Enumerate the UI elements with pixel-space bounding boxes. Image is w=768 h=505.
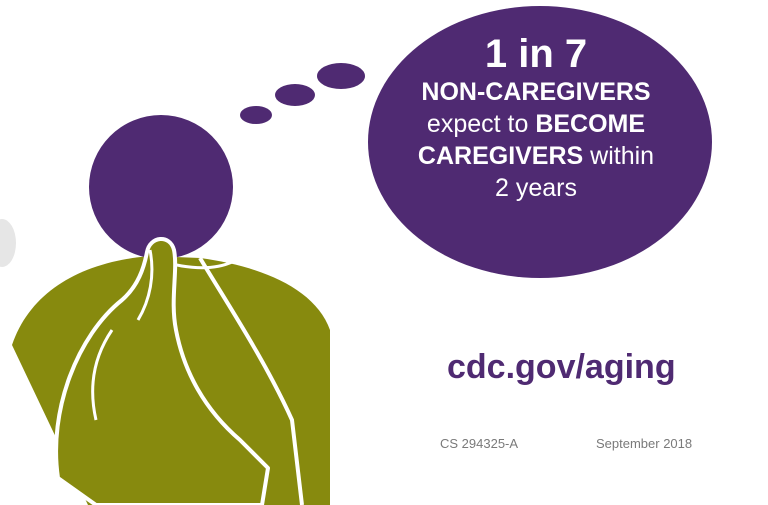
- stat-line-1: NON-CAREGIVERS: [421, 78, 651, 106]
- publication-date: September 2018: [596, 436, 693, 451]
- background-shape: [0, 219, 16, 267]
- stat-line-2-pre: expect to: [426, 110, 536, 138]
- stat-line-2-bold: BECOME: [535, 110, 646, 138]
- thought-dot-large: [317, 63, 365, 89]
- thought-dot-medium: [275, 84, 315, 106]
- finger-line: [136, 249, 154, 321]
- shoulder-line: [198, 256, 304, 505]
- website-link[interactable]: cdc.gov/aging: [447, 348, 676, 386]
- stat-line-3-post: within: [583, 142, 655, 170]
- publication-code: CS 294325-A: [440, 436, 519, 451]
- bubble-text: 1 in 7 NON-CAREGIVERS expect to BECOME C…: [372, 32, 700, 204]
- stat-line-4: 2 years: [495, 174, 577, 202]
- stat-line-2: expect to BECOME: [372, 108, 700, 140]
- thought-bubble: [368, 6, 712, 278]
- person-arm: [54, 237, 270, 505]
- thought-dot-small: [240, 106, 272, 124]
- stat-number: 1 in 7: [484, 32, 588, 76]
- person-head: [89, 115, 233, 259]
- stat-line-3-bold: CAREGIVERS: [417, 142, 584, 170]
- hand-inner-line: [91, 329, 114, 421]
- stat-line-3: CAREGIVERS within: [372, 140, 700, 172]
